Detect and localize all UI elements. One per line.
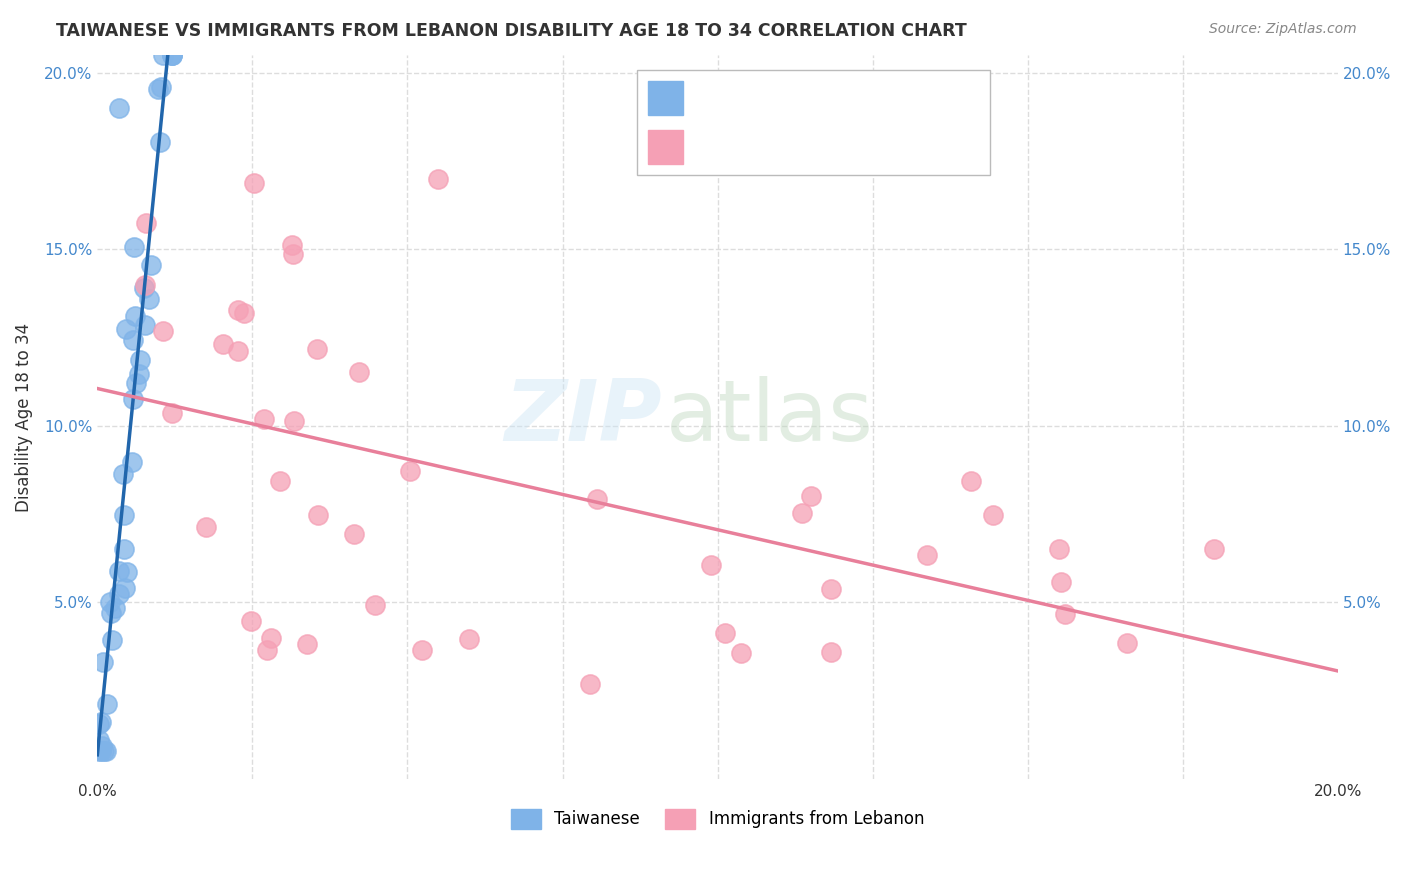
Point (349, 365, 371, 379)
Point (121, 455, 143, 469)
Point (1202, 542, 1225, 557)
Point (194, 520, 217, 534)
Point (138, 292, 160, 306)
Point (90, 715, 112, 730)
Point (90, 744, 112, 758)
Point (112, 541, 135, 556)
Point (93, 744, 115, 758)
Point (134, 318, 156, 333)
Text: Source: ZipAtlas.com: Source: ZipAtlas.com (1209, 22, 1357, 37)
Text: TAIWANESE VS IMMIGRANTS FROM LEBANON DISABILITY AGE 18 TO 34 CORRELATION CHART: TAIWANESE VS IMMIGRANTS FROM LEBANON DIS… (56, 22, 967, 40)
Point (239, 614, 262, 628)
Point (280, 237, 302, 252)
Point (91, 655, 114, 669)
Point (714, 625, 737, 640)
Point (427, 171, 450, 186)
Point (160, 406, 183, 420)
Point (107, 587, 129, 601)
Point (1053, 607, 1076, 621)
Point (283, 414, 305, 428)
Y-axis label: Disability Age 18 to 34: Disability Age 18 to 34 (15, 323, 32, 512)
Point (160, 48, 183, 62)
Point (135, 216, 157, 230)
Point (398, 464, 420, 478)
Point (125, 376, 148, 391)
Point (152, 324, 174, 338)
Point (121, 392, 143, 406)
Point (820, 582, 842, 597)
Point (150, 80, 173, 95)
Point (457, 632, 479, 646)
Point (108, 101, 131, 115)
Point (579, 677, 602, 691)
Point (134, 277, 156, 292)
Point (307, 508, 329, 523)
Legend: Taiwanese, Immigrants from Lebanon: Taiwanese, Immigrants from Lebanon (505, 802, 931, 836)
Point (115, 566, 138, 580)
Text: atlas: atlas (665, 376, 873, 458)
Point (790, 506, 813, 520)
Point (149, 135, 172, 149)
Point (343, 527, 366, 541)
Point (269, 474, 291, 488)
Point (226, 343, 249, 358)
Point (260, 631, 283, 645)
Point (411, 642, 433, 657)
Point (281, 246, 304, 260)
Point (305, 342, 328, 356)
Point (122, 334, 145, 348)
Point (253, 412, 276, 426)
Point (295, 637, 318, 651)
Point (89, 732, 111, 747)
Point (112, 467, 135, 481)
Point (959, 474, 981, 488)
Point (108, 565, 131, 579)
Point (122, 240, 145, 254)
Point (90, 739, 112, 754)
Point (129, 352, 152, 367)
Point (364, 598, 387, 612)
Point (89, 744, 111, 758)
Point (152, 48, 174, 62)
Point (98, 595, 121, 609)
Point (160, 48, 183, 62)
Point (104, 600, 127, 615)
Point (820, 645, 842, 659)
Point (730, 646, 752, 660)
Point (1047, 542, 1070, 557)
Point (139, 258, 162, 272)
Point (132, 281, 155, 295)
Point (114, 581, 136, 595)
Point (94, 744, 117, 758)
Point (212, 336, 235, 351)
Point (800, 490, 823, 504)
Point (96, 697, 118, 711)
Point (232, 306, 254, 320)
Point (586, 491, 609, 506)
Point (226, 302, 249, 317)
Point (981, 508, 1004, 522)
Point (100, 606, 122, 620)
Point (148, 81, 170, 95)
Point (1049, 575, 1071, 590)
Point (1116, 636, 1139, 650)
Point (243, 176, 266, 190)
Point (128, 368, 150, 382)
Text: ZIP: ZIP (505, 376, 662, 458)
Point (112, 508, 135, 522)
Point (124, 309, 146, 323)
Point (115, 321, 138, 335)
Point (915, 548, 938, 562)
Point (100, 633, 122, 648)
Point (89, 717, 111, 731)
Point (160, 48, 183, 62)
Point (256, 643, 278, 657)
Point (700, 558, 723, 572)
